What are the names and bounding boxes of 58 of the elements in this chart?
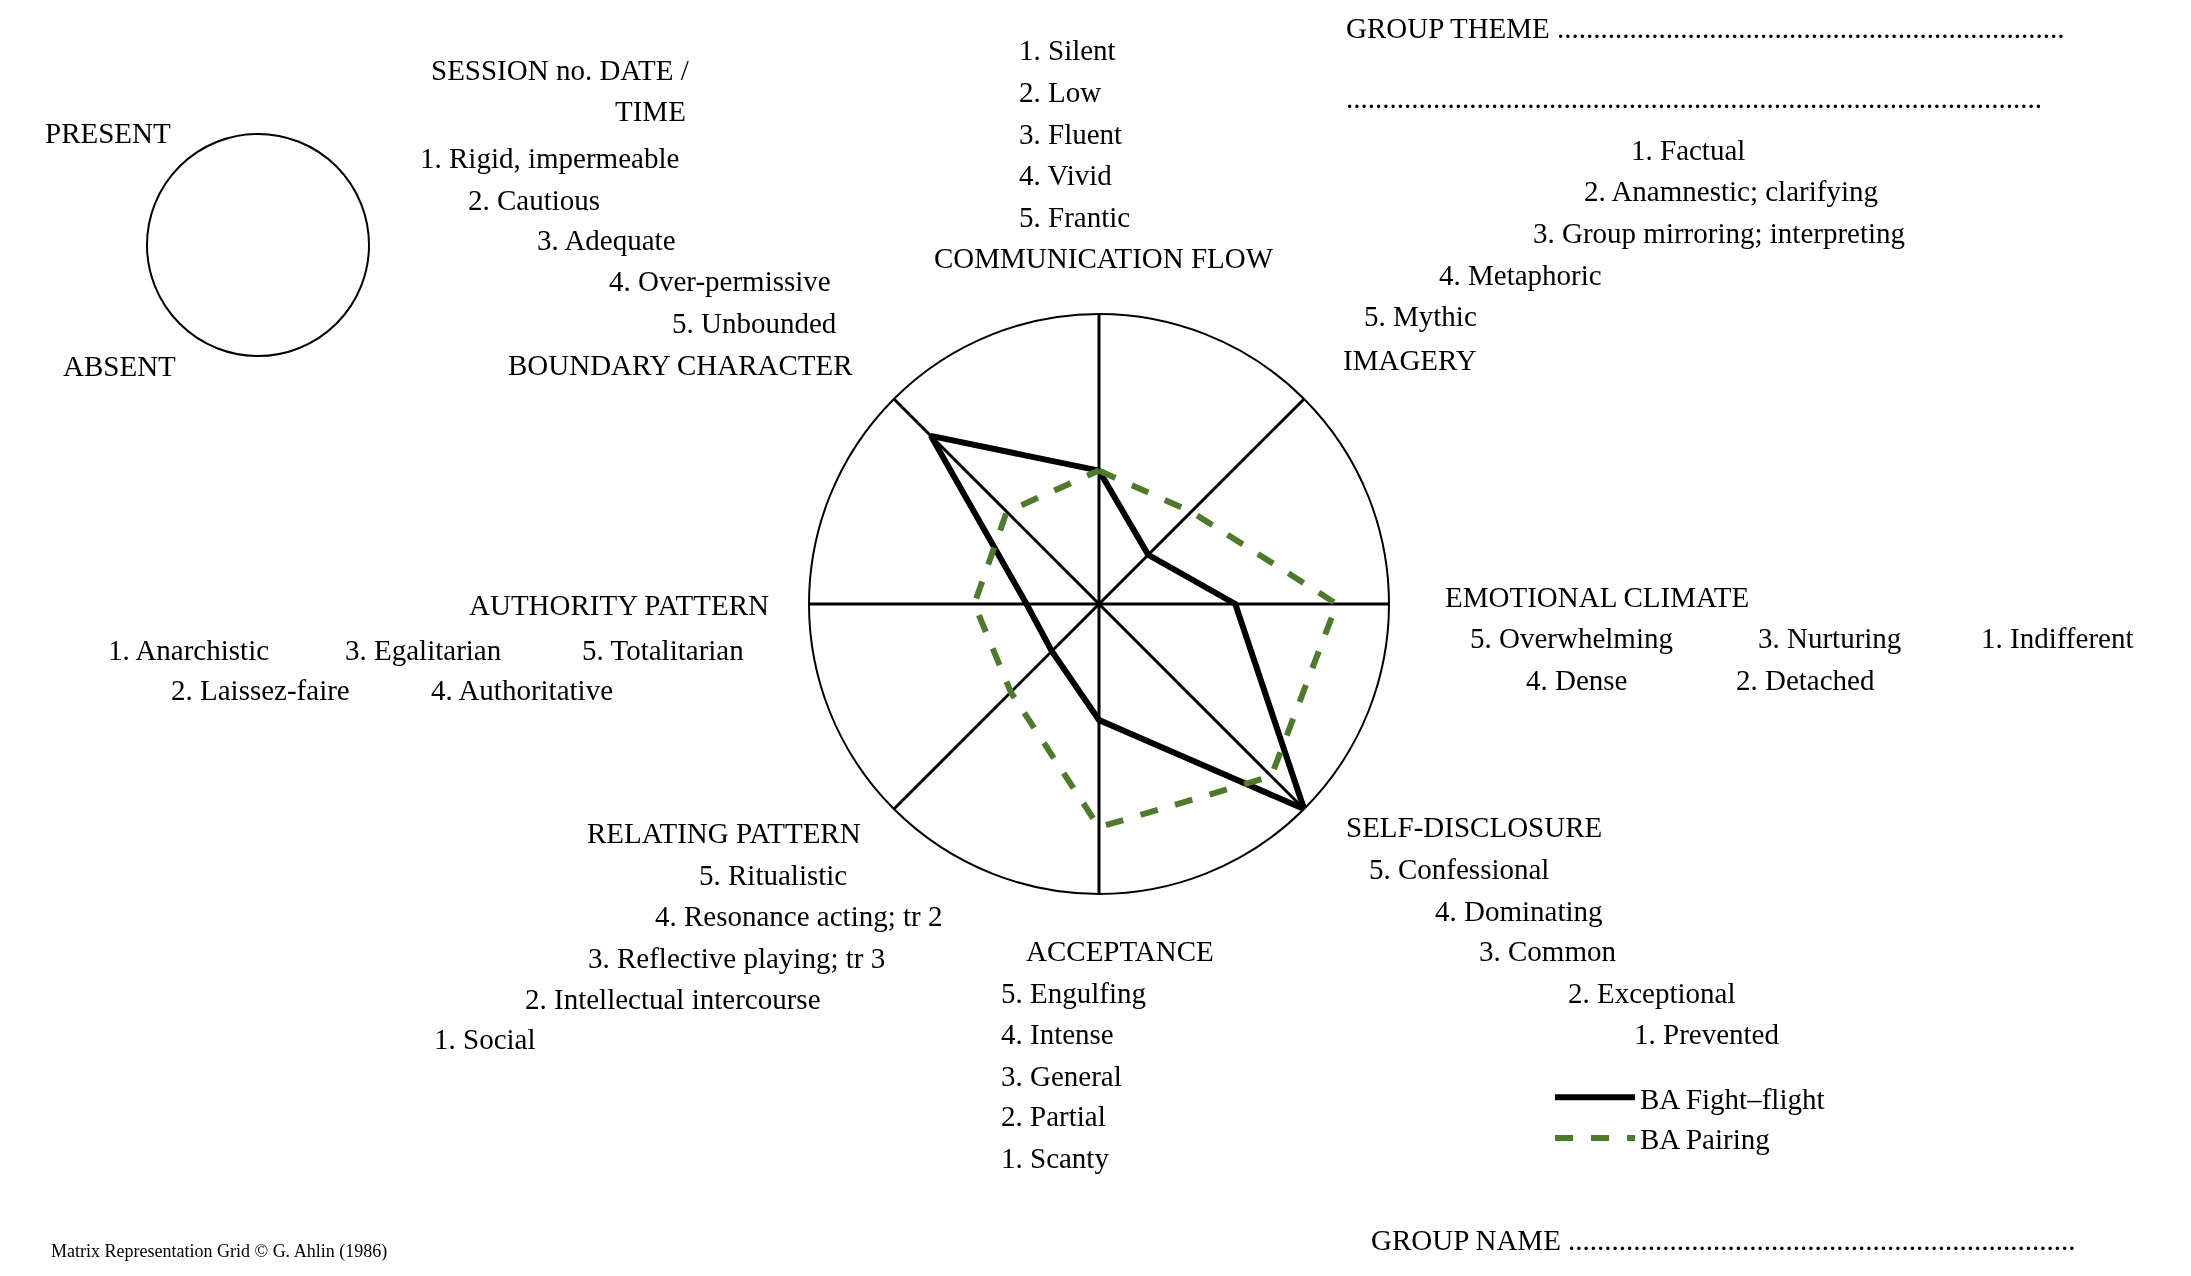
- text: 4. Vivid: [1019, 159, 1113, 191]
- text: GROUP THEME ......................................................................: [1346, 12, 2065, 44]
- text: 2. Intellectual intercourse: [525, 983, 821, 1015]
- text: 3. Nurturing: [1758, 622, 1902, 654]
- text: 2. Exceptional: [1568, 977, 1736, 1009]
- spoke-label: RELATING PATTERN: [587, 817, 861, 849]
- text: 3. Common: [1479, 935, 1617, 967]
- text: 1. Prevented: [1634, 1018, 1780, 1050]
- text: 2. Detached: [1736, 664, 1875, 696]
- text: 1. Factual: [1631, 134, 1746, 166]
- text: TIME: [615, 95, 686, 127]
- text: 4. Authoritative: [431, 674, 614, 706]
- text: SESSION no. DATE /: [431, 54, 690, 86]
- text: GROUP NAME ......................................................................: [1371, 1224, 2076, 1256]
- text: 5. Frantic: [1019, 201, 1131, 233]
- spoke-label: SELF-DISCLOSURE: [1346, 811, 1603, 843]
- text: 2. Partial: [1001, 1100, 1106, 1132]
- text: 1. Rigid, impermeable: [420, 142, 680, 174]
- spoke-label: COMMUNICATION FLOW: [934, 242, 1274, 274]
- text: 5. Mythic: [1364, 300, 1477, 332]
- text: 3. Group mirroring; interpreting: [1533, 217, 1906, 249]
- text: 4. Over-permissive: [609, 265, 831, 297]
- text: 1. Social: [434, 1023, 536, 1055]
- text: PRESENT: [45, 117, 171, 149]
- text: 2. Anamnestic; clarifying: [1584, 175, 1878, 207]
- text: 4. Resonance acting; tr 2: [655, 900, 943, 932]
- spoke-label: IMAGERY: [1343, 344, 1477, 376]
- text: 4. Intense: [1001, 1018, 1114, 1050]
- text: 3. Reflective playing; tr 3: [588, 942, 886, 974]
- text: 1. Silent: [1019, 34, 1116, 66]
- text: 4. Dense: [1526, 664, 1628, 696]
- spoke-label: BOUNDARY CHARACTER: [508, 349, 854, 381]
- text: 5. Confessional: [1369, 853, 1550, 885]
- text: 5. Totalitarian: [582, 634, 745, 666]
- legend-label: BA Pairing: [1640, 1123, 1770, 1156]
- text: Matrix Representation Grid © G. Ahlin (1986): [51, 1241, 388, 1262]
- text: 2. Cautious: [468, 184, 601, 216]
- spoke-label: AUTHORITY PATTERN: [469, 589, 769, 621]
- text: 1. Anarchistic: [108, 634, 270, 666]
- text: 3. Fluent: [1019, 118, 1123, 150]
- text: ................................................................................................: [1346, 82, 2042, 114]
- text: 5. Unbounded: [672, 307, 837, 339]
- text: 3. General: [1001, 1060, 1122, 1092]
- legend-label: BA Fight–flight: [1640, 1082, 1825, 1115]
- spoke-label: EMOTIONAL CLIMATE: [1445, 581, 1750, 613]
- text: 5. Engulfing: [1001, 977, 1146, 1009]
- text: 5. Overwhelming: [1470, 622, 1673, 654]
- text: ABSENT: [63, 350, 177, 382]
- text: 2. Laissez-faire: [171, 674, 350, 706]
- text: 4. Dominating: [1435, 895, 1603, 927]
- text: 1. Indifferent: [1981, 622, 2134, 654]
- text: 2. Low: [1019, 76, 1102, 108]
- text: 5. Ritualistic: [699, 859, 848, 891]
- text: 4. Metaphoric: [1439, 259, 1602, 291]
- text: 3. Egalitarian: [345, 634, 502, 666]
- spoke-label: ACCEPTANCE: [1026, 935, 1214, 967]
- text: 3. Adequate: [537, 224, 676, 256]
- text: 1. Scanty: [1001, 1142, 1110, 1174]
